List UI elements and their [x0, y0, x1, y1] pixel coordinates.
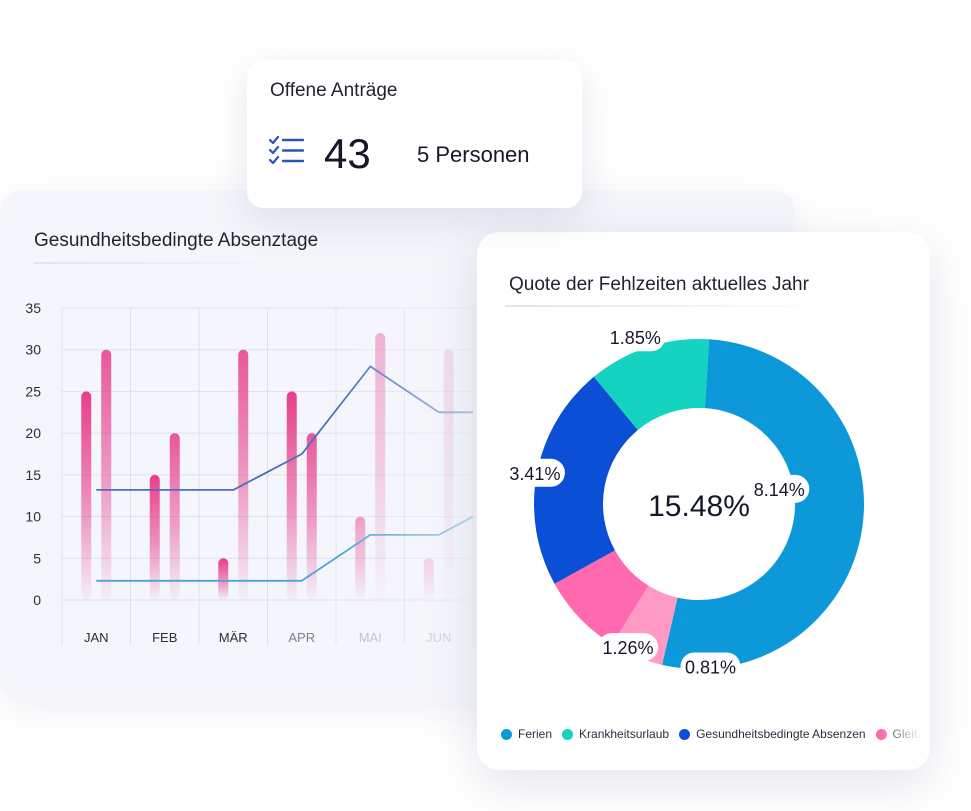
legend-item: Ferien	[501, 726, 552, 741]
legend-dot	[562, 728, 574, 740]
open-requests-persons: 5 Personen	[417, 142, 530, 167]
y-tick-label: 10	[25, 509, 41, 525]
slice-label-bg	[749, 474, 810, 503]
bar-feb-1	[149, 474, 160, 600]
donut-total-label: 15.48%	[648, 490, 750, 523]
bar-chart-title: Gesundheitsbedingte Absenztage	[34, 230, 319, 251]
y-tick-label: 35	[25, 300, 41, 316]
bar-jan-2	[101, 349, 112, 600]
bar-apr-1	[286, 391, 297, 600]
title-divider	[505, 305, 835, 307]
bar-mai-1	[355, 516, 366, 600]
slice-label-bg	[605, 323, 666, 352]
y-tick-label: 25	[25, 383, 41, 399]
pie-legend: Ferien Krankheitsurlaub Gesundheitsbedingt…	[501, 726, 921, 746]
slice-label: 1.85%	[610, 328, 661, 348]
bar-apr-2	[306, 433, 317, 600]
slice-label: 8.14%	[754, 480, 805, 500]
x-tick-label: JUN	[426, 630, 451, 645]
slice-1	[662, 339, 865, 670]
legend-dot	[501, 728, 512, 740]
slice-3	[554, 550, 649, 645]
open-requests-count: 43	[324, 130, 371, 177]
x-tick-label: FEB	[152, 630, 177, 645]
y-tick-label: 15	[25, 467, 41, 483]
slice-5	[593, 339, 710, 430]
absence-quota-donut: 8.14% 0.81% 1.26% 3.41% 1.85% 15.48%	[504, 323, 865, 681]
slice-4	[534, 376, 638, 584]
open-requests-card[interactable]: Offene Anträge 43 5 Personen	[247, 60, 582, 208]
legend-item: Krankheitsurlaub	[562, 726, 669, 741]
trend-line-1	[96, 365, 473, 491]
slice-label-bg	[597, 633, 658, 662]
legend-label: Ferien	[518, 727, 553, 742]
legend-dot	[679, 728, 691, 740]
bar-jun-1	[423, 558, 434, 600]
bar-mär-2	[238, 349, 249, 600]
y-tick-label: 20	[25, 425, 41, 441]
bar-mär-1	[218, 558, 229, 600]
slice-label: 3.41%	[509, 464, 560, 484]
absence-quota-card: Quote der Fehlzeiten aktuelles Jahr 8.14…	[477, 232, 930, 770]
x-tick-label: APR	[288, 630, 315, 645]
legend-item: Gesundheitsbedingte Absenzen	[679, 726, 866, 742]
bar-jun-2	[443, 349, 454, 600]
x-tick-label: JAN	[84, 630, 109, 645]
slice-label-bg	[504, 458, 565, 487]
open-requests-title: Offene Anträge	[270, 80, 398, 101]
pie-chart-title: Quote der Fehlzeiten aktuelles Jahr	[509, 274, 809, 295]
checklist-icon	[269, 136, 305, 165]
slice-label: 0.81%	[685, 657, 736, 677]
title-divider	[34, 262, 284, 264]
slice-label-bg	[680, 652, 741, 681]
x-tick-label: MÄR	[219, 630, 248, 645]
x-tick-label: MAI	[359, 630, 382, 645]
legend-label: Gesundheitsbedingte Absenzen	[696, 727, 866, 742]
y-tick-label: 30	[25, 342, 41, 358]
y-tick-label: 5	[33, 550, 41, 566]
legend-fade	[881, 726, 921, 746]
legend-label: Krankheitsurlaub	[579, 727, 670, 742]
slice-label: 1.26%	[602, 638, 653, 658]
y-tick-label: 0	[33, 592, 41, 608]
bar-feb-2	[169, 433, 180, 600]
bar-jan-1	[81, 391, 92, 600]
